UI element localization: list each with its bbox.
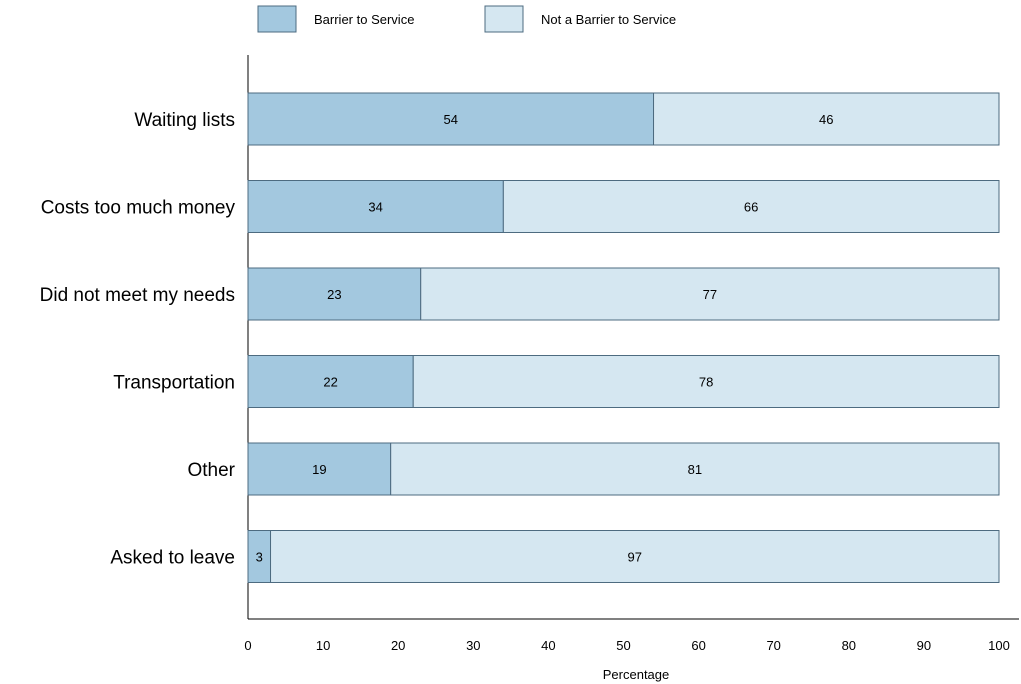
- category-label: Costs too much money: [41, 198, 236, 219]
- x-tick-label: 50: [616, 638, 630, 653]
- x-tick-label: 0: [244, 638, 251, 653]
- x-tick-label: 30: [466, 638, 480, 653]
- x-axis-title: Percentage: [603, 667, 670, 682]
- legend: Barrier to Service Not a Barrier to Servi…: [257, 5, 676, 33]
- category-label: Transportation: [113, 373, 235, 394]
- x-tick-label: 100: [988, 638, 1010, 653]
- legend-swatch: [257, 5, 297, 33]
- bar-not-barrier: [270, 530, 1000, 583]
- bar-barrier: [247, 355, 414, 408]
- data-label: 78: [699, 375, 713, 390]
- data-label: 66: [744, 200, 758, 215]
- data-label: 46: [819, 112, 833, 127]
- data-label: 81: [688, 462, 702, 477]
- x-tick-label: 90: [917, 638, 931, 653]
- axes: 0 10 20 30 40 50 60 70 80 90 100: [244, 55, 1019, 653]
- bar-barrier: [247, 180, 504, 233]
- data-label: 22: [323, 375, 337, 390]
- legend-label: Not a Barrier to Service: [541, 12, 676, 27]
- data-label: 34: [368, 200, 382, 215]
- labels: Waiting lists 54 46 Costs too much money 34 6…: [40, 110, 834, 569]
- data-label: 97: [628, 550, 642, 565]
- bar-barrier: [247, 442, 392, 496]
- data-label: 19: [312, 462, 326, 477]
- x-tick-label: 20: [391, 638, 405, 653]
- data-label: 77: [703, 287, 717, 302]
- x-tick-label: 70: [766, 638, 780, 653]
- bar-barrier: [247, 267, 422, 321]
- bar-not-barrier: [412, 355, 1000, 408]
- x-tick-label: 80: [842, 638, 856, 653]
- bar-not-barrier: [653, 92, 1000, 146]
- x-tick-label: 10: [316, 638, 330, 653]
- legend-label: Barrier to Service: [314, 12, 414, 27]
- category-label: Other: [187, 460, 235, 481]
- category-label: Waiting lists: [134, 110, 235, 131]
- x-tick-label: 60: [691, 638, 705, 653]
- data-label: 23: [327, 287, 341, 302]
- bar-not-barrier: [420, 267, 1000, 321]
- data-label: 54: [444, 112, 458, 127]
- x-tick-label: 40: [541, 638, 555, 653]
- bars: [247, 92, 1000, 583]
- data-label: 3: [256, 550, 263, 565]
- bar-barrier: [247, 92, 655, 146]
- legend-swatch: [484, 5, 524, 33]
- bar-not-barrier: [502, 180, 1000, 233]
- category-label: Did not meet my needs: [40, 285, 235, 306]
- bar-not-barrier: [390, 442, 1000, 496]
- category-label: Asked to leave: [110, 548, 235, 569]
